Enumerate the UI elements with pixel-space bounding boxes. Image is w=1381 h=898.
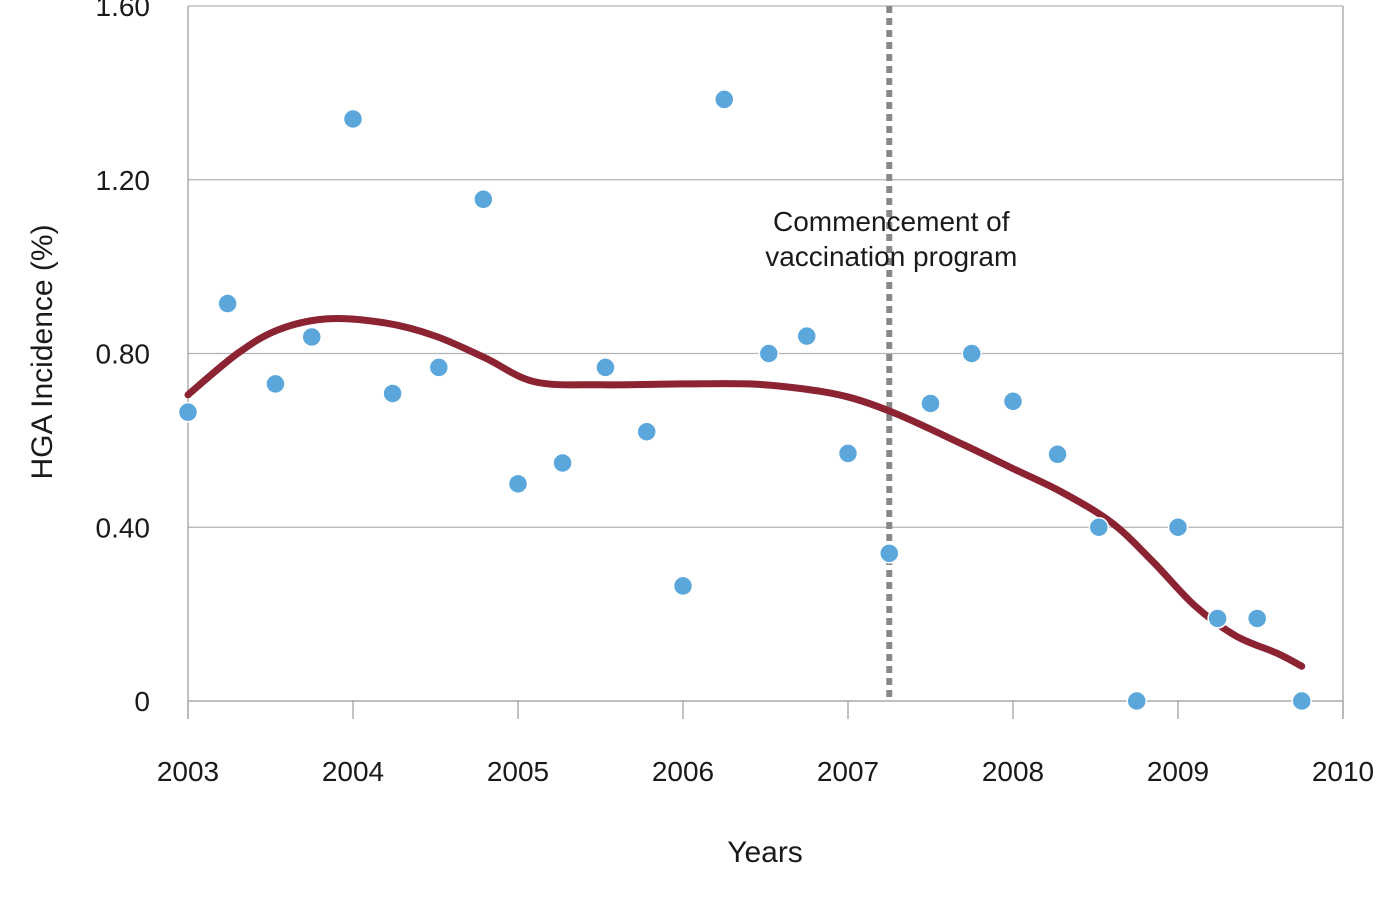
x-tick-label-4: 2007 bbox=[817, 756, 879, 787]
data-point-15 bbox=[796, 325, 817, 347]
data-point-14 bbox=[758, 343, 780, 364]
y-axis-title: HGA Incidence (%) bbox=[26, 224, 59, 479]
data-point-12 bbox=[672, 575, 694, 597]
data-point-27 bbox=[1291, 690, 1312, 712]
data-point-19 bbox=[961, 343, 982, 364]
data-point-24 bbox=[1167, 517, 1189, 538]
trend-line bbox=[184, 315, 1306, 670]
data-point-23 bbox=[1126, 690, 1147, 712]
data-point-11 bbox=[636, 421, 657, 442]
annotation-line-1: vaccination program bbox=[765, 241, 1017, 272]
data-point-0 bbox=[177, 401, 199, 423]
data-point-4 bbox=[342, 108, 364, 130]
x-tick-label-3: 2006 bbox=[652, 756, 714, 787]
data-point-2 bbox=[265, 373, 286, 395]
data-point-22 bbox=[1088, 517, 1110, 538]
x-tick-label-1: 2004 bbox=[322, 756, 384, 787]
data-point-3 bbox=[301, 326, 322, 348]
annotation-line-0: Commencement of bbox=[773, 206, 1010, 237]
x-tick-label-5: 2008 bbox=[982, 756, 1044, 787]
axis-layer bbox=[187, 6, 1344, 719]
x-tick-label-6: 2009 bbox=[1147, 756, 1209, 787]
data-point-1 bbox=[217, 293, 238, 314]
data-point-25 bbox=[1207, 608, 1228, 629]
data-point-7 bbox=[473, 189, 494, 210]
label-layer: 0 0.40 0.80 1.20 1.60 2003 2004 2005 2006 2007 200… bbox=[96, 0, 1375, 787]
data-point-13 bbox=[714, 89, 735, 110]
trend-layer bbox=[184, 315, 1306, 670]
data-point-10 bbox=[595, 357, 616, 378]
data-point-16 bbox=[837, 443, 859, 464]
data-point-6 bbox=[428, 357, 450, 378]
x-tick-label-0: 2003 bbox=[157, 756, 219, 787]
data-point-21 bbox=[1047, 444, 1068, 465]
x-axis-title: Years bbox=[727, 836, 803, 869]
y-tick-label-1: 0.40 bbox=[96, 512, 151, 543]
x-tick-label-7: 2010 bbox=[1312, 756, 1374, 787]
data-point-20 bbox=[1002, 391, 1024, 412]
data-point-9 bbox=[552, 452, 573, 474]
data-point-17 bbox=[879, 543, 900, 564]
y-tick-label-2: 0.80 bbox=[96, 339, 151, 370]
data-point-8 bbox=[507, 473, 529, 495]
y-tick-label-4: 1.60 bbox=[96, 0, 151, 22]
y-tick-label-3: 1.20 bbox=[96, 165, 151, 196]
y-tick-label-0: 0 bbox=[134, 686, 150, 717]
points-layer bbox=[177, 89, 1312, 712]
data-point-26 bbox=[1246, 608, 1268, 629]
data-point-5 bbox=[382, 383, 403, 404]
data-point-18 bbox=[920, 393, 941, 414]
x-tick-label-2: 2005 bbox=[487, 756, 549, 787]
